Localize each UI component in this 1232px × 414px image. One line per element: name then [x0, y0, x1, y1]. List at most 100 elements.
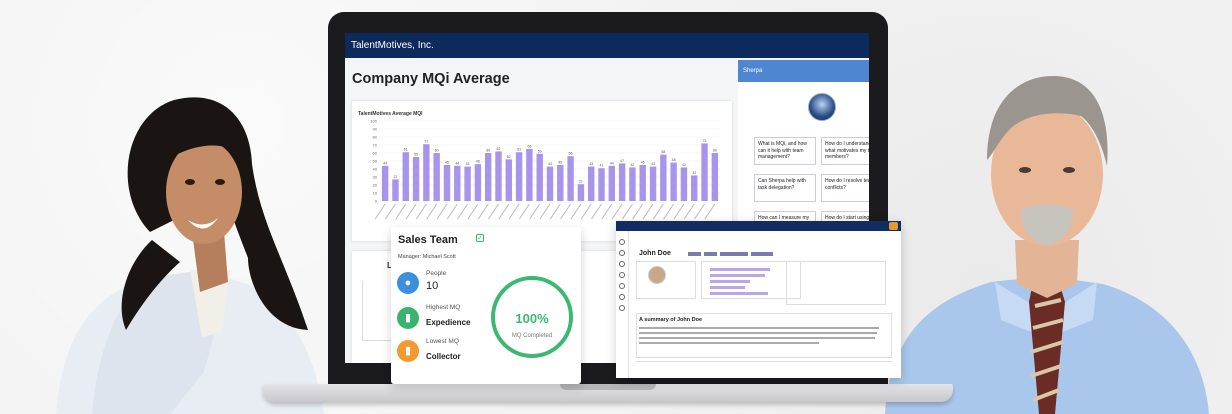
mini-bar: [710, 292, 768, 295]
bar-value-label: 45: [558, 161, 562, 165]
bar-value-label: 21: [579, 180, 583, 184]
bar-value-label: 55: [414, 153, 418, 157]
mqi-bar: [454, 165, 461, 201]
profile-name: John Doe: [639, 250, 671, 257]
profile-tab[interactable]: [720, 252, 748, 256]
check-icon: ✓: [476, 234, 484, 242]
mqi-bar: [423, 144, 430, 201]
category-tick-label: [580, 203, 592, 220]
y-tick-label: 80: [373, 135, 378, 140]
sales-team-card: Sales Team ✓ Manager: Michael Scott ● Pe…: [391, 227, 581, 384]
mqi-bar: [412, 157, 420, 201]
sherpa-question[interactable]: Can Sherpa help with task delegation?: [754, 174, 816, 202]
chart-down-icon: ▮: [397, 340, 419, 362]
highest-mq-value: Expedience: [426, 318, 471, 327]
category-tick-label: [415, 203, 427, 220]
summary-text-line: [639, 327, 879, 329]
mqi-bar: [588, 166, 595, 201]
profile-tab[interactable]: [688, 252, 701, 256]
highest-mq-label: Highest MQ: [426, 304, 461, 311]
completion-caption: MQ Completed: [511, 333, 553, 339]
chart-title: TalentMotives Average MQI: [358, 111, 423, 117]
category-tick-label: [508, 203, 520, 220]
sherpa-question[interactable]: How do I resolve team conflicts?: [821, 174, 869, 202]
category-tick-label: [477, 203, 489, 220]
nav-icon[interactable]: [619, 305, 625, 311]
mqi-bar: [680, 167, 688, 201]
bar-value-label: 42: [630, 163, 634, 167]
bar-value-label: 60: [435, 149, 439, 153]
category-tick-label: [405, 203, 417, 220]
category-tick-label: [704, 203, 716, 220]
mqi-bar: [618, 163, 626, 201]
lowest-mq-value: Collector: [426, 352, 461, 361]
nav-icon[interactable]: [619, 250, 625, 256]
profile-tab[interactable]: [704, 252, 717, 256]
bar-value-label: 43: [466, 162, 470, 166]
category-tick-label: [673, 203, 685, 220]
completion-percent: 100%: [515, 311, 549, 326]
category-tick-label: [549, 203, 561, 220]
person-icon: ●: [397, 272, 419, 294]
profile-bottom-chart: [636, 361, 892, 378]
bar-value-label: 72: [703, 139, 707, 143]
category-tick-label: [446, 203, 458, 220]
category-tick-label: [436, 203, 448, 220]
category-tick-label: [529, 203, 541, 220]
mqi-bar: [598, 168, 605, 201]
mqi-bar: [639, 165, 646, 201]
summary-text-line: [639, 332, 877, 334]
mqi-bar: [691, 175, 698, 201]
lower-chart-title: L: [387, 261, 392, 270]
profile-summary-section: [636, 313, 892, 358]
category-tick-label: [601, 203, 613, 220]
lower-chart-axes: [362, 281, 392, 341]
y-tick-label: 60: [373, 151, 378, 156]
mqi-bar: [629, 167, 636, 201]
category-tick-label: [611, 203, 623, 220]
category-tick-label: [457, 203, 468, 220]
nav-icon[interactable]: [619, 239, 625, 245]
profile-app-bar: [616, 221, 901, 231]
profile-tab[interactable]: [751, 252, 773, 256]
bar-value-label: 48: [672, 158, 676, 162]
bar-value-label: 42: [682, 163, 686, 167]
bar-value-label: 56: [569, 152, 573, 156]
y-tick-label: 90: [373, 127, 378, 132]
mqi-bar: [515, 152, 523, 201]
category-tick-label: [683, 203, 695, 220]
mqi-bar: [649, 166, 657, 201]
category-tick-label: [652, 203, 664, 220]
completion-ring: [491, 276, 573, 358]
lowest-mq-label: Lowest MQ: [426, 338, 459, 345]
sherpa-header: Sherpa: [738, 60, 869, 82]
man-photo: [885, 76, 1209, 414]
bar-value-label: 27: [394, 175, 398, 179]
bar-value-label: 62: [497, 147, 501, 151]
mqi-bar: [526, 149, 533, 201]
nav-icon[interactable]: [619, 283, 625, 289]
summary-title: A summary of John Doe: [639, 317, 703, 323]
nav-icon[interactable]: [619, 272, 625, 278]
app-bar: TalentMotives, Inc.: [345, 33, 869, 58]
mqi-bar: [505, 159, 512, 201]
mqi-chart-card: TalentMotives Average MQI 100 90 80 70 60 50 4…: [352, 101, 732, 241]
nav-icon[interactable]: [619, 294, 625, 300]
bar-value-label: 45: [445, 161, 449, 165]
bar-value-label: 52: [507, 155, 511, 159]
category-tick-label: [694, 203, 705, 220]
bar-value-label: 71: [424, 140, 428, 144]
y-tick-label: 0: [375, 199, 378, 204]
category-tick-label: [498, 203, 510, 220]
mqi-bar: [381, 165, 389, 201]
category-tick-label: [467, 203, 479, 220]
sherpa-question[interactable]: What is MQi, and how can it help with te…: [754, 137, 816, 165]
profile-summary-box: [636, 261, 696, 299]
woman-photo: [56, 97, 324, 414]
mini-bar: [710, 268, 770, 271]
bar-value-label: 58: [661, 150, 665, 154]
nav-icon[interactable]: [619, 261, 625, 267]
bar-value-label: 59: [538, 149, 542, 153]
sherpa-question[interactable]: How do I understand what motivates my te…: [821, 137, 869, 165]
